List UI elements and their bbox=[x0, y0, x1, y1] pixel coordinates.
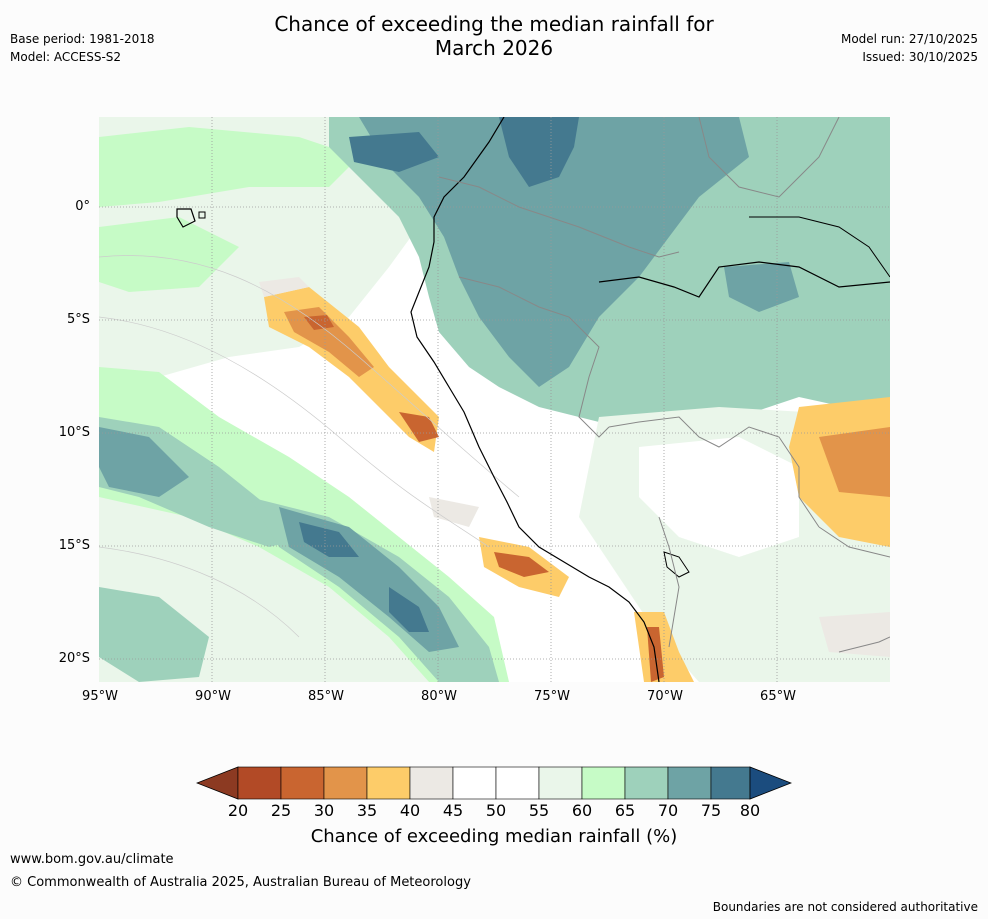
model-label: Model: ACCESS-S2 bbox=[10, 50, 122, 64]
colorbar-segment-45-50 bbox=[452, 766, 497, 800]
contour-70-east bbox=[724, 262, 799, 312]
coastline bbox=[410, 117, 660, 682]
issued-label: Issued: 30/10/2025 bbox=[862, 50, 978, 64]
galapagos-island-small bbox=[198, 211, 206, 219]
contour-line-b bbox=[99, 316, 490, 548]
colorbar-tick-20: 20 bbox=[227, 801, 249, 820]
rainfall-map-canvas bbox=[99, 117, 890, 682]
model-run-label: Model run: 27/10/2025 bbox=[840, 32, 978, 46]
lon-label-65w: 65°W bbox=[760, 689, 796, 704]
colorbar-tick-30: 30 bbox=[313, 801, 335, 820]
country-borders bbox=[438, 117, 890, 653]
colorbar-tick-35: 35 bbox=[356, 801, 378, 820]
contour-45-patch-b bbox=[429, 497, 479, 527]
page-title: Chance of exceeding the median rainfall … bbox=[0, 12, 988, 60]
colorbar-tick-40: 40 bbox=[399, 801, 421, 820]
colorbar-segment-70-75 bbox=[667, 766, 712, 800]
colorbar-tick-75: 75 bbox=[700, 801, 722, 820]
copyright-text: © Commonwealth of Australia 2025, Austra… bbox=[10, 875, 471, 890]
colorbar-title: Chance of exceeding median rainfall (%) bbox=[310, 826, 678, 847]
contour-45-patch-a bbox=[259, 277, 309, 297]
colorbar bbox=[196, 766, 792, 800]
contour-75-south-a bbox=[299, 522, 359, 557]
contour-30-offshore-band bbox=[284, 307, 374, 377]
colorbar-segment-above-80 bbox=[749, 766, 792, 800]
lon-label-70w: 70°W bbox=[647, 689, 683, 704]
colorbar-segment-below-20 bbox=[196, 766, 239, 800]
colorbar-tick-55: 55 bbox=[528, 801, 550, 820]
colorbar-tick-80: 80 bbox=[739, 801, 761, 820]
title-line-2: March 2026 bbox=[434, 36, 554, 60]
lake-titicaca bbox=[663, 551, 690, 578]
contour-70-west bbox=[99, 427, 189, 497]
contour-line-a bbox=[99, 255, 520, 498]
website-link[interactable]: www.bom.gov.au/climate bbox=[10, 852, 174, 867]
colorbar-segment-75-80 bbox=[710, 766, 751, 800]
contour-25-coast-south bbox=[494, 552, 549, 577]
colorbar-segment-65-70 bbox=[624, 766, 669, 800]
contour-60-west-patch bbox=[99, 217, 239, 292]
rainfall-map bbox=[99, 117, 890, 682]
colorbar-segment-25-30 bbox=[280, 766, 325, 800]
colorbar-segment-30-35 bbox=[323, 766, 368, 800]
lat-label-20s: 20°S bbox=[58, 651, 90, 666]
lat-label-15s: 15°S bbox=[58, 538, 90, 553]
map-gridlines bbox=[99, 117, 890, 682]
boundaries-disclaimer: Boundaries are not considered authoritat… bbox=[712, 900, 978, 914]
lon-label-75w: 75°W bbox=[534, 689, 570, 704]
colorbar-tick-65: 65 bbox=[614, 801, 636, 820]
lon-label-85w: 85°W bbox=[308, 689, 344, 704]
contour-75-amazon-a bbox=[499, 117, 579, 187]
contour-line-c bbox=[99, 546, 300, 638]
colorbar-segment-20-25 bbox=[237, 766, 282, 800]
lat-label-10s: 10°S bbox=[58, 425, 90, 440]
colorbar-segment-55-60 bbox=[538, 766, 583, 800]
contour-75-south-b bbox=[389, 587, 429, 632]
colorbar-tick-50: 50 bbox=[485, 801, 507, 820]
title-line-1: Chance of exceeding the median rainfall … bbox=[274, 12, 714, 36]
contour-65-sw bbox=[99, 587, 209, 682]
colorbar-segment-35-40 bbox=[366, 766, 411, 800]
contour-50-south-continent bbox=[639, 437, 799, 557]
colorbar-tick-70: 70 bbox=[657, 801, 679, 820]
colorbar-segment-60-65 bbox=[581, 766, 626, 800]
contour-25-offshore-core bbox=[304, 315, 334, 330]
contour-45-patch-c bbox=[819, 612, 890, 657]
contour-25-coast-core bbox=[399, 412, 439, 442]
base-period-label: Base period: 1981-2018 bbox=[10, 32, 155, 46]
colorbar-tick-45: 45 bbox=[442, 801, 464, 820]
lon-label-80w: 80°W bbox=[421, 689, 457, 704]
amazon-river bbox=[598, 261, 890, 298]
lat-label-5s: 5°S bbox=[66, 312, 90, 327]
contour-30-east bbox=[819, 427, 890, 497]
lat-label-0: 0° bbox=[75, 199, 90, 214]
colorbar-tick-60: 60 bbox=[571, 801, 593, 820]
colorbar-tick-25: 25 bbox=[270, 801, 292, 820]
contour-60-north-band bbox=[99, 127, 359, 207]
lon-label-90w: 90°W bbox=[195, 689, 231, 704]
northeast-coast bbox=[749, 216, 890, 278]
colorbar-segment-50-55 bbox=[495, 766, 540, 800]
galapagos-islands bbox=[176, 208, 196, 228]
lon-label-95w: 95°W bbox=[82, 689, 118, 704]
colorbar-segment-40-45 bbox=[409, 766, 454, 800]
contour-75-amazon-b bbox=[349, 132, 439, 172]
